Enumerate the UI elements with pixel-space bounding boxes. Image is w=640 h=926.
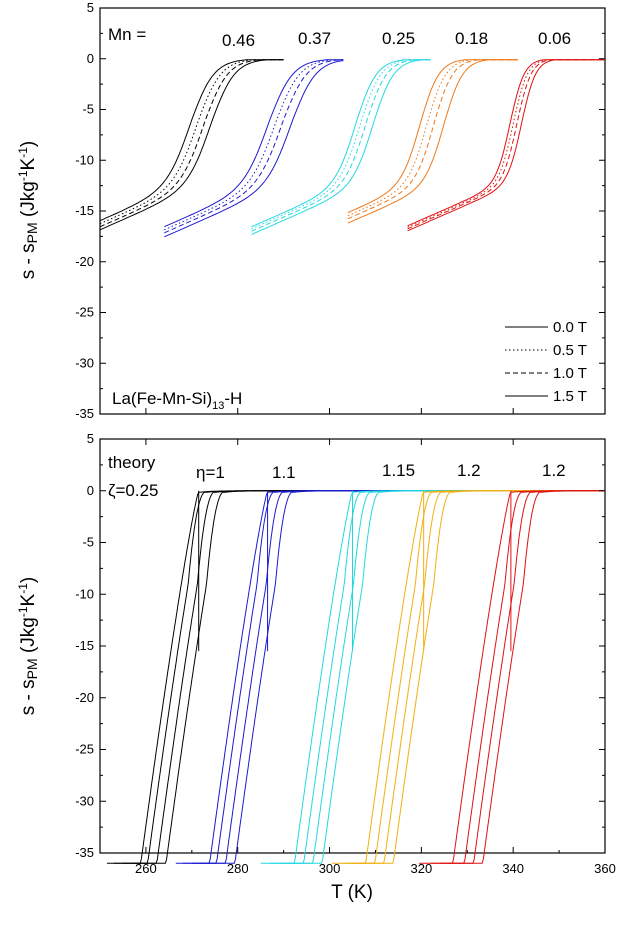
theory-curve bbox=[448, 490, 605, 864]
field-legend: 0.0 T 0.5 T 1.0 T 1.5 T bbox=[505, 319, 587, 405]
y-tick-label: 5 bbox=[87, 431, 94, 446]
y-tick-label: 0 bbox=[87, 51, 94, 66]
y-tick-label: 5 bbox=[87, 0, 94, 15]
theory-label: theory bbox=[108, 453, 156, 472]
x-tick-label: 280 bbox=[227, 861, 249, 876]
experiment-curve bbox=[251, 59, 431, 235]
y-tick-label: -35 bbox=[75, 845, 94, 860]
theory-curve bbox=[182, 490, 605, 864]
compound-label: La(Fe-Mn-Si)13-H bbox=[112, 389, 242, 412]
mn-value-label: 0.06 bbox=[538, 29, 571, 48]
eta-value-label: 1.15 bbox=[382, 461, 415, 480]
mn-value-label: 0.25 bbox=[382, 29, 415, 48]
experiment-curve bbox=[99, 59, 284, 231]
top-y-axis-title: s - sPM (Jkg-1K-1) bbox=[16, 141, 40, 279]
compound-suffix: -H bbox=[224, 389, 242, 408]
experiment-curve bbox=[347, 59, 518, 214]
theory-curve bbox=[331, 490, 605, 864]
y-tick-label: -15 bbox=[75, 203, 94, 218]
bottom-annotations: theory ζ=0.25 η=1 1.1 1.15 1.2 1.2 bbox=[108, 453, 566, 500]
experiment-curve bbox=[99, 59, 284, 222]
bottom-y-axis: 5 0 -5 -10 -15 -20 -25 -30 -35 bbox=[75, 431, 605, 860]
theory-curve bbox=[260, 490, 605, 864]
legend-label: 0.5 T bbox=[553, 342, 587, 359]
y-tick-label: -5 bbox=[82, 535, 94, 550]
top-curves bbox=[99, 59, 605, 238]
experiment-curve bbox=[347, 59, 518, 220]
x-tick-label: 260 bbox=[135, 861, 157, 876]
eta-value-label: 1.2 bbox=[457, 461, 481, 480]
theory-curve bbox=[419, 490, 605, 864]
legend-label: 1.5 T bbox=[553, 388, 587, 405]
theory-curve bbox=[341, 490, 605, 864]
experiment-curve bbox=[164, 59, 344, 234]
experiment-panel: 5 0 -5 -10 -15 -20 -25 -30 -35 Mn = 0.46 0.37 0.… bbox=[75, 0, 606, 421]
theory-curve bbox=[191, 490, 605, 864]
experiment-curve bbox=[99, 59, 284, 228]
experiment-curve bbox=[99, 59, 284, 225]
x-tick-label: 360 bbox=[594, 861, 616, 876]
y-tick-label: -10 bbox=[75, 152, 94, 167]
theory-curve bbox=[175, 490, 605, 864]
mn-value-label: 0.18 bbox=[455, 29, 488, 48]
theory-curve bbox=[439, 490, 605, 864]
bottom-curves bbox=[106, 490, 605, 864]
y-tick-label: -30 bbox=[75, 793, 94, 808]
y-tick-label: -20 bbox=[75, 690, 94, 705]
theory-curve bbox=[279, 490, 605, 864]
experiment-curve bbox=[347, 59, 518, 224]
y-tick-label: -25 bbox=[75, 742, 94, 757]
experiment-curve bbox=[251, 59, 431, 230]
experiment-curve bbox=[347, 59, 518, 217]
theory-curve bbox=[288, 490, 605, 864]
eta-value-label: 1.2 bbox=[542, 461, 566, 480]
bottom-x-axis: 260 280 300 320 340 360 bbox=[99, 439, 616, 876]
mn-label: Mn = bbox=[108, 25, 146, 44]
theory-curve bbox=[201, 490, 605, 864]
theory-curve bbox=[123, 490, 605, 864]
experiment-curve bbox=[164, 60, 344, 238]
theory-curve bbox=[132, 490, 605, 864]
y-tick-label: -25 bbox=[75, 305, 94, 320]
experiment-curve bbox=[251, 59, 431, 228]
mn-value-label: 0.37 bbox=[298, 29, 331, 48]
theory-curve bbox=[350, 490, 605, 864]
x-tick-label: 320 bbox=[411, 861, 433, 876]
zeta-label: ζ=0.25 bbox=[108, 481, 159, 500]
y-tick-label: -35 bbox=[75, 406, 94, 421]
top-annotations: Mn = 0.46 0.37 0.25 0.18 0.06 La(Fe-Mn-S… bbox=[108, 25, 571, 412]
experiment-curve bbox=[251, 59, 431, 232]
y-tick-label: -20 bbox=[75, 254, 94, 269]
mn-value-label: 0.46 bbox=[222, 31, 255, 50]
top-y-axis: 5 0 -5 -10 -15 -20 -25 -30 -35 bbox=[75, 0, 606, 421]
experiment-curve bbox=[407, 59, 605, 232]
eta-label: η=1 bbox=[196, 463, 225, 482]
y-tick-label: -30 bbox=[75, 355, 94, 370]
y-tick-label: -10 bbox=[75, 586, 94, 601]
y-tick-label: -15 bbox=[75, 638, 94, 653]
experiment-curve bbox=[164, 59, 344, 231]
theory-curve bbox=[359, 490, 605, 864]
theory-panel: 5 0 -5 -10 -15 -20 -25 -30 -35 260 280 300 320 340 36… bbox=[75, 431, 616, 876]
x-tick-label: 300 bbox=[319, 861, 341, 876]
y-tick-label: -5 bbox=[82, 102, 94, 117]
legend-label: 1.0 T bbox=[553, 365, 587, 382]
experiment-curve bbox=[407, 59, 605, 227]
eta-value-label: 1.1 bbox=[272, 463, 296, 482]
theory-curve bbox=[106, 490, 605, 864]
legend-label: 0.0 T bbox=[553, 319, 587, 336]
bottom-y-axis-title: s - sPM (Jkg-1K-1) bbox=[16, 577, 40, 715]
x-axis-title: T (K) bbox=[331, 882, 373, 903]
experiment-curve bbox=[407, 59, 605, 228]
x-tick-label: 340 bbox=[502, 861, 524, 876]
compound-subscript: 13 bbox=[212, 400, 224, 412]
experiment-curve bbox=[407, 59, 605, 230]
experiment-curve bbox=[164, 59, 344, 228]
y-tick-label: 0 bbox=[87, 483, 94, 498]
compound-text-main: La(Fe-Mn-Si) bbox=[112, 389, 212, 408]
